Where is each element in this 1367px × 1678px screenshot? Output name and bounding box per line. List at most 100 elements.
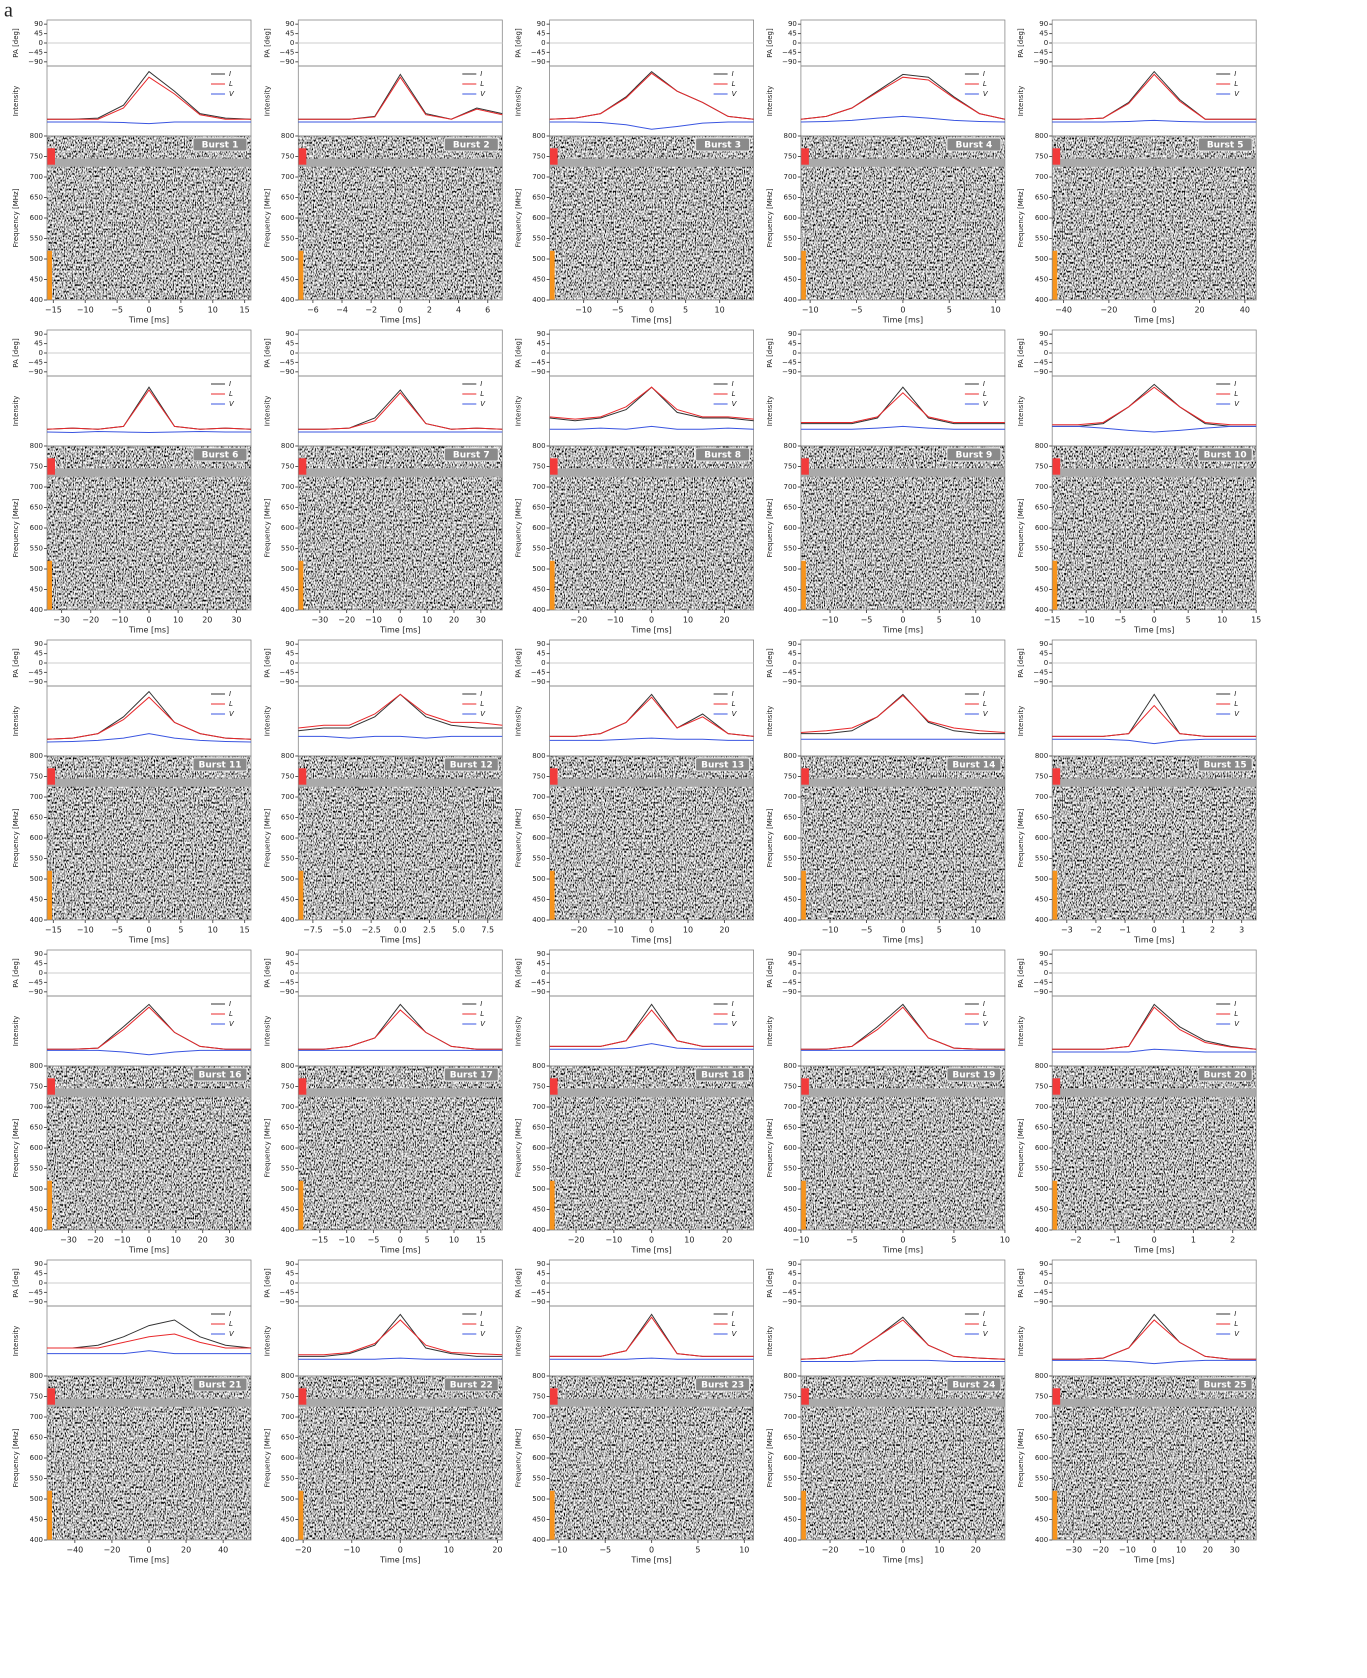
x-axis-label: Time [ms] <box>630 1556 671 1565</box>
x-tick-label: 5 <box>937 926 942 935</box>
profile-line <box>549 1009 754 1047</box>
flag-bar <box>800 1388 809 1405</box>
x-tick-label: 30 <box>224 1236 234 1245</box>
intensity-axis-label: Intensity <box>515 396 523 426</box>
freq-tick-label: 800 <box>281 1372 294 1380</box>
freq-tick-label: 800 <box>1035 1372 1048 1380</box>
freq-axis-label: Frequency [MHz] <box>766 188 774 247</box>
intensity-axis-label: Intensity <box>1017 706 1025 736</box>
flagged-band <box>1052 1088 1257 1097</box>
legend-label: V <box>1234 1020 1240 1028</box>
x-tick-label: 0 <box>398 1546 403 1555</box>
freq-tick-label: 600 <box>30 1144 43 1152</box>
pa-tick-label: 45 <box>34 30 43 38</box>
x-tick-label: −10 <box>605 1236 622 1245</box>
pa-tick-label: −90 <box>1033 988 1048 996</box>
pa-tick-label: 90 <box>285 20 294 28</box>
freq-tick-label: 800 <box>1035 1062 1048 1070</box>
profile-line <box>1052 73 1257 120</box>
flagged-band <box>549 1398 754 1407</box>
flag-bar <box>298 148 307 165</box>
freq-tick-label: 450 <box>281 1516 294 1524</box>
flag-bar <box>800 1490 806 1540</box>
freq-tick-label: 650 <box>30 814 43 822</box>
pa-tick-label: −45 <box>280 48 295 56</box>
freq-tick-label: 700 <box>784 483 797 491</box>
x-tick-label: 2 <box>1210 926 1215 935</box>
freq-tick-label: 400 <box>30 296 43 304</box>
legend-label: L <box>732 1010 736 1018</box>
freq-axis-label: Frequency [MHz] <box>12 1118 20 1177</box>
pa-tick-label: −90 <box>28 368 43 376</box>
profile-line <box>298 1313 503 1357</box>
int-frame <box>46 995 252 1067</box>
freq-axis-label: Frequency [MHz] <box>263 1428 271 1487</box>
title-box <box>192 1377 248 1392</box>
flag-bar <box>1052 560 1058 610</box>
freq-tick-label: 400 <box>1035 296 1048 304</box>
profile-line <box>298 735 503 739</box>
flagged-band <box>47 468 251 477</box>
x-tick-label: 10 <box>171 1236 181 1245</box>
x-tick-label: 0 <box>900 926 905 935</box>
freq-tick-label: 600 <box>1035 1454 1048 1462</box>
x-tick-label: −20 <box>295 1546 312 1555</box>
pa-tick-label: 45 <box>1039 340 1048 348</box>
intensity-axis-label: Intensity <box>263 396 271 426</box>
x-tick-label: 0 <box>900 616 905 625</box>
profile-line <box>298 73 503 120</box>
flagged-band <box>298 1088 503 1097</box>
x-tick-label: 3 <box>1239 926 1244 935</box>
legend-label: I <box>732 690 734 698</box>
pa-tick-label: 90 <box>285 330 294 338</box>
burst-title: Burst 16 <box>198 1071 241 1081</box>
freq-tick-label: 650 <box>1035 814 1048 822</box>
pa-tick-label: 0 <box>541 969 545 977</box>
legend-label: L <box>983 1010 987 1018</box>
freq-tick-label: 600 <box>532 214 545 222</box>
pa-tick-label: −90 <box>28 1298 43 1306</box>
pa-tick-label: −90 <box>531 678 546 686</box>
legend-label: I <box>229 1000 231 1008</box>
flagged-band <box>47 1088 251 1097</box>
freq-tick-label: 450 <box>784 1516 797 1524</box>
legend-label: I <box>983 380 985 388</box>
legend-label: L <box>229 1010 233 1018</box>
freq-tick-label: 700 <box>784 793 797 801</box>
intensity-axis-label: Intensity <box>263 1326 271 1356</box>
legend-label: I <box>1234 380 1236 388</box>
x-tick-label: −2 <box>1090 926 1102 935</box>
pa-axis-label: PA [deg] <box>263 648 271 678</box>
x-tick-label: −20 <box>568 1236 585 1245</box>
pa-tick-label: 90 <box>34 640 43 648</box>
legend-label: I <box>732 70 734 78</box>
freq-tick-label: 800 <box>532 442 545 450</box>
freq-tick-label: 800 <box>532 1372 545 1380</box>
freq-tick-label: 750 <box>281 1083 294 1091</box>
burst-title: Burst 6 <box>202 451 239 461</box>
freq-tick-label: 500 <box>281 1495 294 1503</box>
pa-tick-label: −45 <box>280 978 295 986</box>
freq-tick-label: 500 <box>281 1185 294 1193</box>
legend-label: I <box>1234 70 1236 78</box>
pa-tick-label: 0 <box>792 969 796 977</box>
int-frame <box>297 375 503 447</box>
pa-axis-label: PA [deg] <box>1017 28 1025 58</box>
burst-title: Burst 12 <box>450 761 493 771</box>
freq-tick-label: 650 <box>1035 1124 1048 1132</box>
burst-title: Burst 3 <box>704 141 741 151</box>
pa-tick-label: −90 <box>280 58 295 66</box>
pa-tick-label: 90 <box>537 640 546 648</box>
pa-axis-label: PA [deg] <box>12 1268 20 1298</box>
freq-tick-label: 600 <box>281 524 294 532</box>
freq-tick-label: 750 <box>784 1393 797 1401</box>
legend-label: I <box>480 1310 482 1318</box>
legend-label: V <box>229 400 235 408</box>
x-tick-label: −10 <box>607 926 624 935</box>
x-tick-label: 0 <box>398 306 403 315</box>
x-tick-label: 5 <box>178 306 183 315</box>
pa-tick-label: −45 <box>782 1288 797 1296</box>
x-axis-label: Time [ms] <box>882 626 923 635</box>
x-tick-label: −5.0 <box>332 926 351 935</box>
freq-tick-label: 500 <box>532 875 545 883</box>
